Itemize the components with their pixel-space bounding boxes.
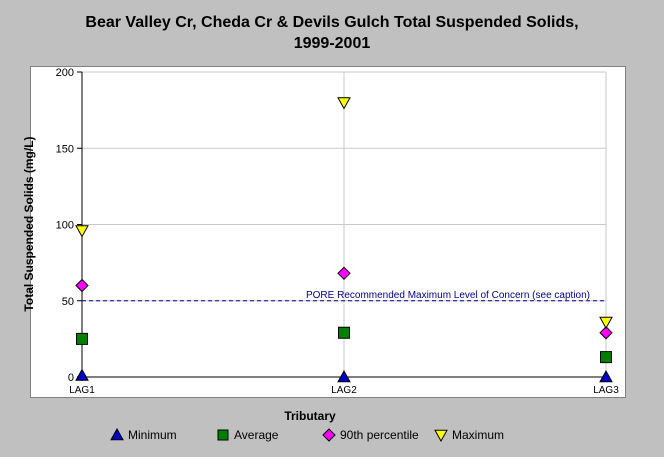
legend-item-90th-percentile: 90th percentile	[322, 426, 419, 444]
data-point-90th-percentile	[75, 278, 89, 293]
legend-label-average: Average	[234, 428, 279, 442]
data-point-average	[338, 326, 350, 339]
data-point-average	[76, 332, 88, 345]
legend-item-average: Average	[216, 426, 278, 444]
chart-title: Bear Valley Cr, Cheda Cr & Devils Gulch …	[0, 12, 664, 54]
y-axis-title: Total Suspended Solids (mg/L)	[22, 136, 36, 311]
y-tick-label: 200	[56, 67, 74, 79]
x-tick-label: LAG2	[331, 385, 357, 396]
data-point-90th-percentile	[337, 266, 351, 281]
legend-item-maximum: Maximum	[434, 426, 504, 444]
legend: Minimum Average 90th percentile Maximum	[0, 426, 664, 444]
legend-symbol-minimum	[110, 428, 124, 441]
data-point-90th-percentile	[599, 326, 613, 340]
y-tick-label: 0	[68, 372, 74, 384]
legend-marker-90th-percentile	[322, 428, 336, 442]
chart-title-line-2: 1999-2001	[293, 35, 371, 52]
y-tick-label: 100	[56, 220, 74, 232]
data-point-minimum	[75, 368, 89, 381]
chart-title-line-1: Bear Valley Cr, Cheda Cr & Devils Gulch …	[85, 14, 579, 31]
data-point-minimum	[599, 369, 613, 383]
legend-marker-average	[217, 429, 229, 441]
plot-panel	[30, 66, 626, 398]
legend-marker-maximum	[434, 429, 448, 442]
legend-symbol-90th-percentile	[322, 428, 336, 442]
data-point-maximum	[337, 97, 351, 110]
legend-label-maximum: Maximum	[452, 428, 505, 442]
reference-line-label: PORE Recommended Maximum Level of Concer…	[306, 290, 590, 301]
y-tick-label: 150	[56, 143, 74, 155]
data-point-maximum	[75, 225, 89, 238]
legend-marker-minimum	[110, 428, 124, 441]
x-tick-label: LAG1	[69, 385, 95, 396]
legend-item-minimum: Minimum	[110, 426, 177, 444]
legend-symbol-maximum	[434, 429, 448, 442]
y-tick-label: 50	[62, 296, 74, 308]
legend-label-minimum: Minimum	[128, 428, 177, 442]
data-point-minimum	[337, 369, 351, 383]
x-axis-title: Tributary	[284, 409, 336, 423]
x-tick-label: LAG3	[593, 385, 619, 396]
data-point-average	[600, 351, 612, 364]
legend-symbol-average	[217, 429, 229, 441]
data-point-maximum	[599, 316, 613, 330]
legend-label-90th-percentile: 90th percentile	[340, 428, 419, 442]
